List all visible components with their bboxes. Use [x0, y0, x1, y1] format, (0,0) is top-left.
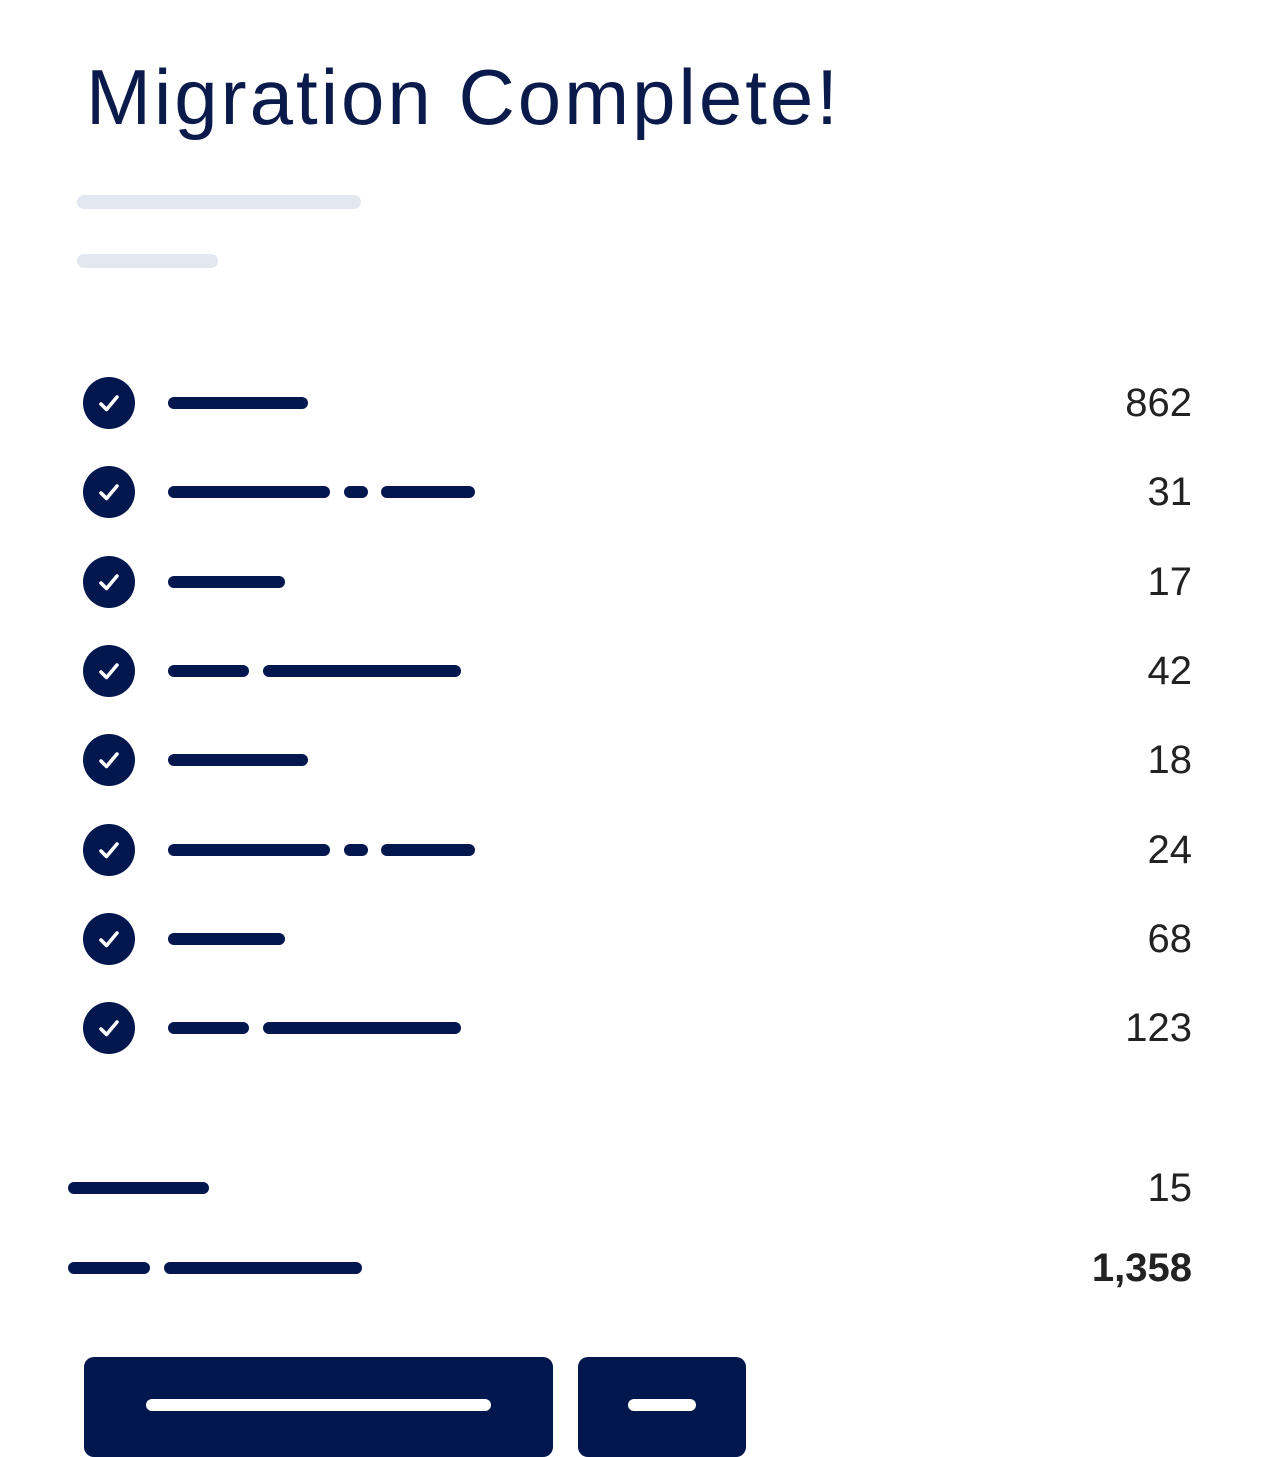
secondary-button[interactable]: [578, 1357, 746, 1457]
item-count: 68: [1147, 916, 1193, 961]
label-placeholder: [381, 486, 475, 499]
subtitle-placeholder: [77, 254, 218, 268]
label-placeholder: [164, 1262, 362, 1274]
label-placeholder: [168, 932, 285, 945]
item-count: 24: [1147, 827, 1193, 872]
item-count: 31: [1147, 470, 1193, 515]
label-placeholder: [344, 486, 368, 499]
check-circle-icon: [83, 734, 135, 787]
label-placeholder: [263, 664, 461, 677]
label-placeholder: [168, 397, 308, 409]
label-placeholder: [168, 1022, 249, 1035]
page-title: Migration Complete!: [86, 53, 841, 141]
label-placeholder: [68, 1182, 209, 1194]
label-placeholder: [381, 843, 475, 856]
label-placeholder: [168, 575, 285, 588]
label-placeholder: [168, 754, 308, 767]
check-circle-icon: [83, 466, 135, 519]
check-circle-icon: [83, 555, 135, 608]
check-circle-icon: [83, 377, 135, 429]
check-circle-icon: [83, 823, 135, 876]
primary-button[interactable]: [84, 1357, 553, 1457]
button-label-placeholder: [628, 1399, 696, 1411]
check-circle-icon: [83, 1002, 135, 1055]
check-circle-icon: [83, 644, 135, 697]
label-placeholder: [344, 843, 368, 856]
label-placeholder: [168, 486, 330, 499]
item-count: 17: [1147, 559, 1193, 604]
item-count: 18: [1147, 738, 1193, 783]
label-placeholder: [168, 664, 249, 677]
total-count: 1,358: [1091, 1246, 1192, 1290]
subtitle-placeholder: [77, 195, 361, 209]
item-count: 862: [1125, 381, 1192, 425]
item-count: 42: [1147, 648, 1193, 693]
item-count: 123: [1125, 1006, 1192, 1051]
label-placeholder: [168, 843, 330, 856]
label-placeholder: [68, 1262, 150, 1274]
check-circle-icon: [83, 912, 135, 965]
button-label-placeholder: [146, 1399, 491, 1411]
label-placeholder: [263, 1022, 461, 1035]
summary-count: 15: [1147, 1166, 1193, 1210]
